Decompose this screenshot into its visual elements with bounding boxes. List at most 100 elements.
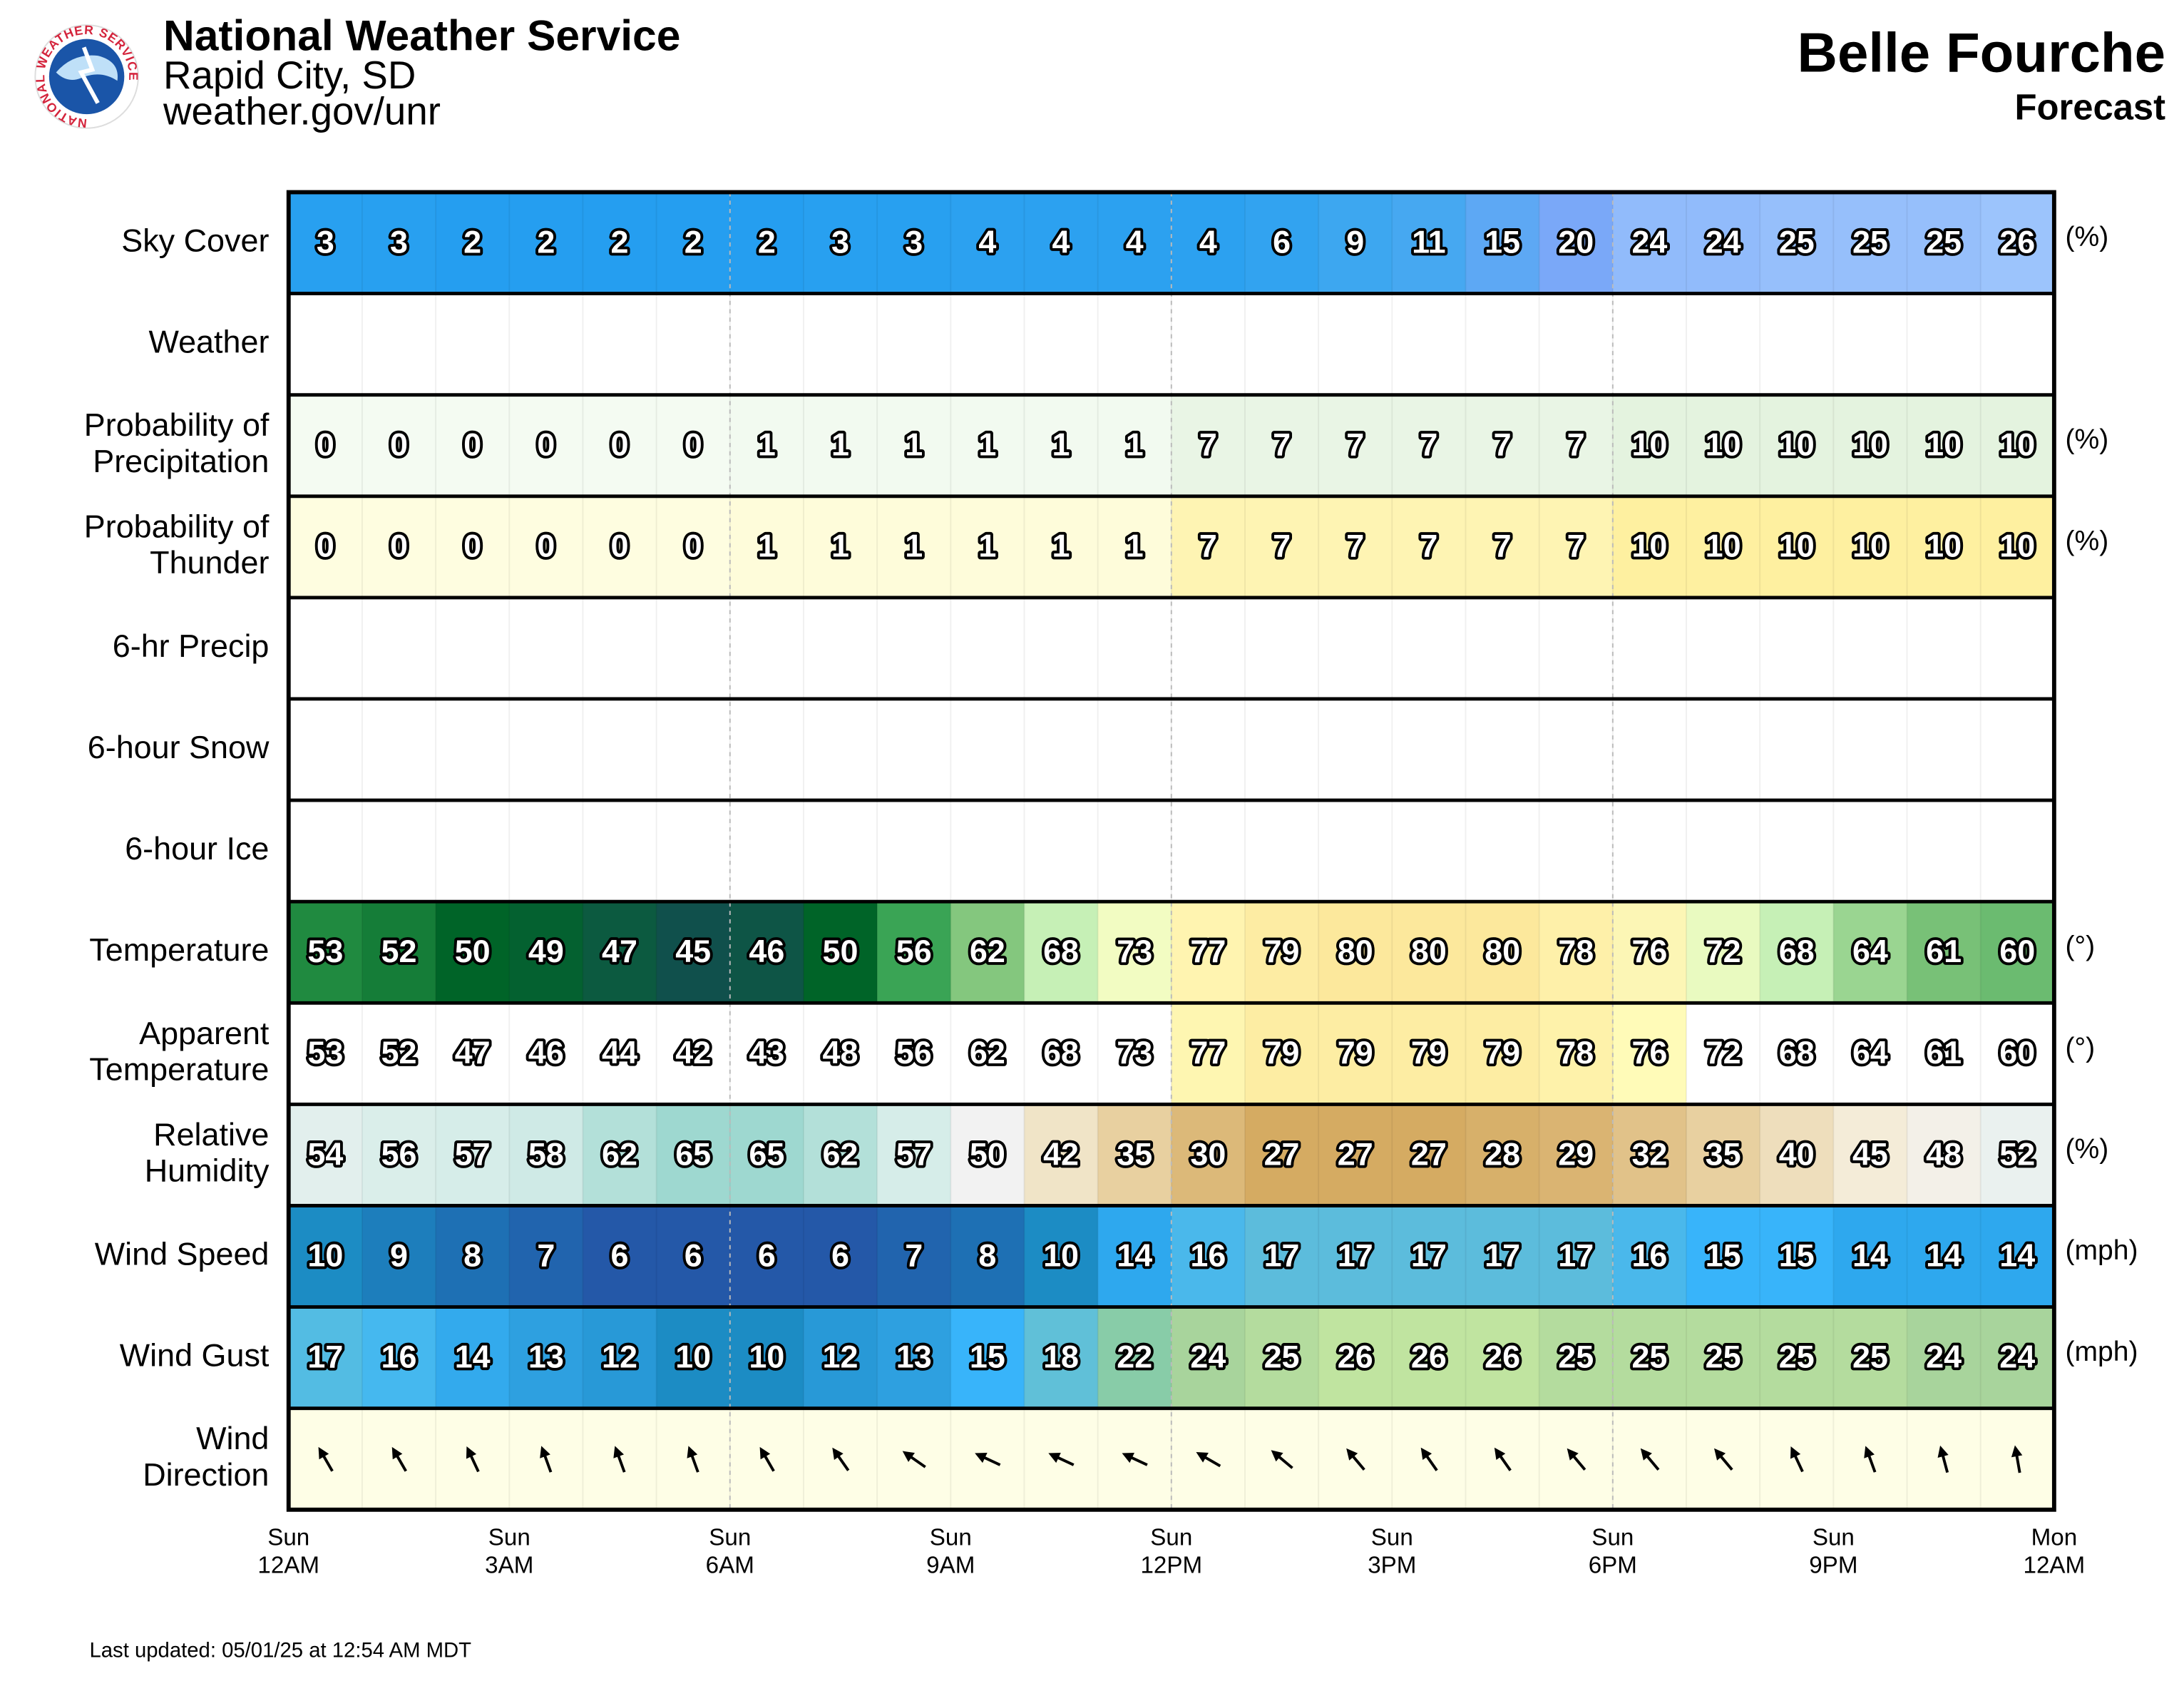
cell-value: 79: [1485, 1034, 1520, 1071]
last-updated: Last updated: 05/01/25 at 12:54 AM MDT: [90, 1639, 472, 1662]
cell: [1024, 1307, 1099, 1409]
cell-value: 42: [1043, 1135, 1079, 1172]
cell-value: 1: [978, 528, 996, 564]
cell: [1097, 1307, 1172, 1409]
cell: [1980, 1205, 2055, 1307]
cell-value: 26: [1485, 1338, 1520, 1374]
cell-value: 35: [1117, 1135, 1152, 1172]
cell-value: 7: [1199, 426, 1217, 463]
cell: [1465, 1205, 1540, 1307]
time-tick-label: 12AM: [2024, 1553, 2086, 1579]
row-label: Temperature: [89, 931, 269, 968]
cell-value: 22: [1117, 1338, 1152, 1374]
cell-value: 6: [831, 1237, 849, 1273]
cell-value: 80: [1338, 933, 1373, 969]
cell: [288, 192, 363, 294]
wind-arrow-head: [1048, 1453, 1061, 1463]
cell-value: 4: [978, 223, 996, 260]
cell-value: 76: [1631, 1034, 1667, 1071]
wind-arrow: [1640, 1448, 1660, 1471]
cell-value: 60: [1999, 933, 2035, 969]
wind-arrow: [1420, 1447, 1438, 1471]
row-unit: (mph): [2065, 1337, 2138, 1367]
cell-value: 10: [1999, 426, 2035, 463]
cell: [803, 1104, 878, 1206]
cell-value: 1: [905, 426, 923, 463]
cell-value: 3: [317, 223, 334, 260]
cell: [1024, 1104, 1099, 1206]
cell-value: 7: [1346, 528, 1364, 564]
time-tick-label: 9AM: [926, 1553, 975, 1579]
cell-value: 25: [1852, 1338, 1888, 1374]
cell: [436, 394, 511, 496]
cell-value: 25: [1779, 223, 1815, 260]
grid-frame: [286, 190, 2056, 1512]
wind-arrow-head: [975, 1453, 988, 1463]
cell-value: 20: [1558, 223, 1594, 260]
cell: [1612, 192, 1687, 294]
cell-value: 72: [1706, 933, 1741, 969]
wind-arrow-head: [391, 1446, 403, 1460]
row-label: Temperature: [89, 1051, 269, 1088]
cell: [803, 192, 878, 294]
cell: [1244, 1104, 1320, 1206]
cell-value: 7: [1494, 426, 1512, 463]
cell: [583, 1104, 657, 1206]
cell: [436, 1104, 511, 1206]
cell: [288, 1104, 363, 1206]
cell-value: 7: [1199, 528, 1217, 564]
cell-value: 6: [611, 1237, 629, 1273]
cell-value: 52: [381, 1034, 417, 1071]
cell-value: 25: [1926, 223, 1962, 260]
cell-value: 0: [463, 528, 481, 564]
cell: [1539, 901, 1614, 1003]
cell-value: 79: [1338, 1034, 1373, 1071]
cell-value: 68: [1779, 933, 1815, 969]
cell-value: 15: [1779, 1237, 1815, 1273]
cell: [1833, 1003, 1908, 1105]
cell: [729, 1205, 804, 1307]
row-background: [288, 597, 2054, 699]
cell-value: 1: [831, 426, 849, 463]
cell: [877, 1003, 952, 1105]
wind-arrow-head: [613, 1446, 625, 1458]
wind-arrow-head: [1271, 1450, 1283, 1462]
time-tick-label: 6PM: [1589, 1553, 1637, 1579]
wind-arrow-head: [1640, 1448, 1652, 1461]
cell: [1244, 1205, 1320, 1307]
cell: [583, 496, 657, 598]
cell: [1318, 192, 1393, 294]
cell-value: 27: [1264, 1135, 1300, 1172]
wind-arrow: [1122, 1453, 1148, 1466]
cell: [1465, 901, 1540, 1003]
cell-value: 12: [602, 1338, 637, 1374]
cell: [1539, 1003, 1614, 1105]
cell: [1244, 394, 1320, 496]
row-label: Direction: [143, 1456, 269, 1493]
cell-value: 26: [1338, 1338, 1373, 1374]
cell-value: 0: [317, 528, 334, 564]
cell-value: 65: [749, 1135, 784, 1172]
cell-value: 45: [1852, 1135, 1888, 1172]
cell-value: 7: [1273, 426, 1291, 463]
cell-value: 8: [463, 1237, 481, 1273]
cell: [656, 1104, 731, 1206]
cell: [1980, 1307, 2055, 1409]
cell: [1171, 192, 1246, 294]
cell-value: 24: [1926, 1338, 1962, 1374]
cell-value: 7: [537, 1237, 555, 1273]
cell: [1244, 1307, 1320, 1409]
cell: [1760, 1104, 1835, 1206]
cell-value: 45: [675, 933, 711, 969]
cell: [1465, 192, 1540, 294]
cell-value: 15: [1485, 223, 1520, 260]
cell: [509, 1104, 584, 1206]
cell: [509, 901, 584, 1003]
nws-logo: NATIONAL WEATHER SERVICE: [33, 22, 140, 131]
cell-value: 48: [1926, 1135, 1962, 1172]
cell-value: 16: [1190, 1237, 1226, 1273]
wind-arrow: [975, 1453, 1001, 1466]
row-label: Wind Gust: [120, 1337, 270, 1374]
cell: [1833, 1205, 1908, 1307]
